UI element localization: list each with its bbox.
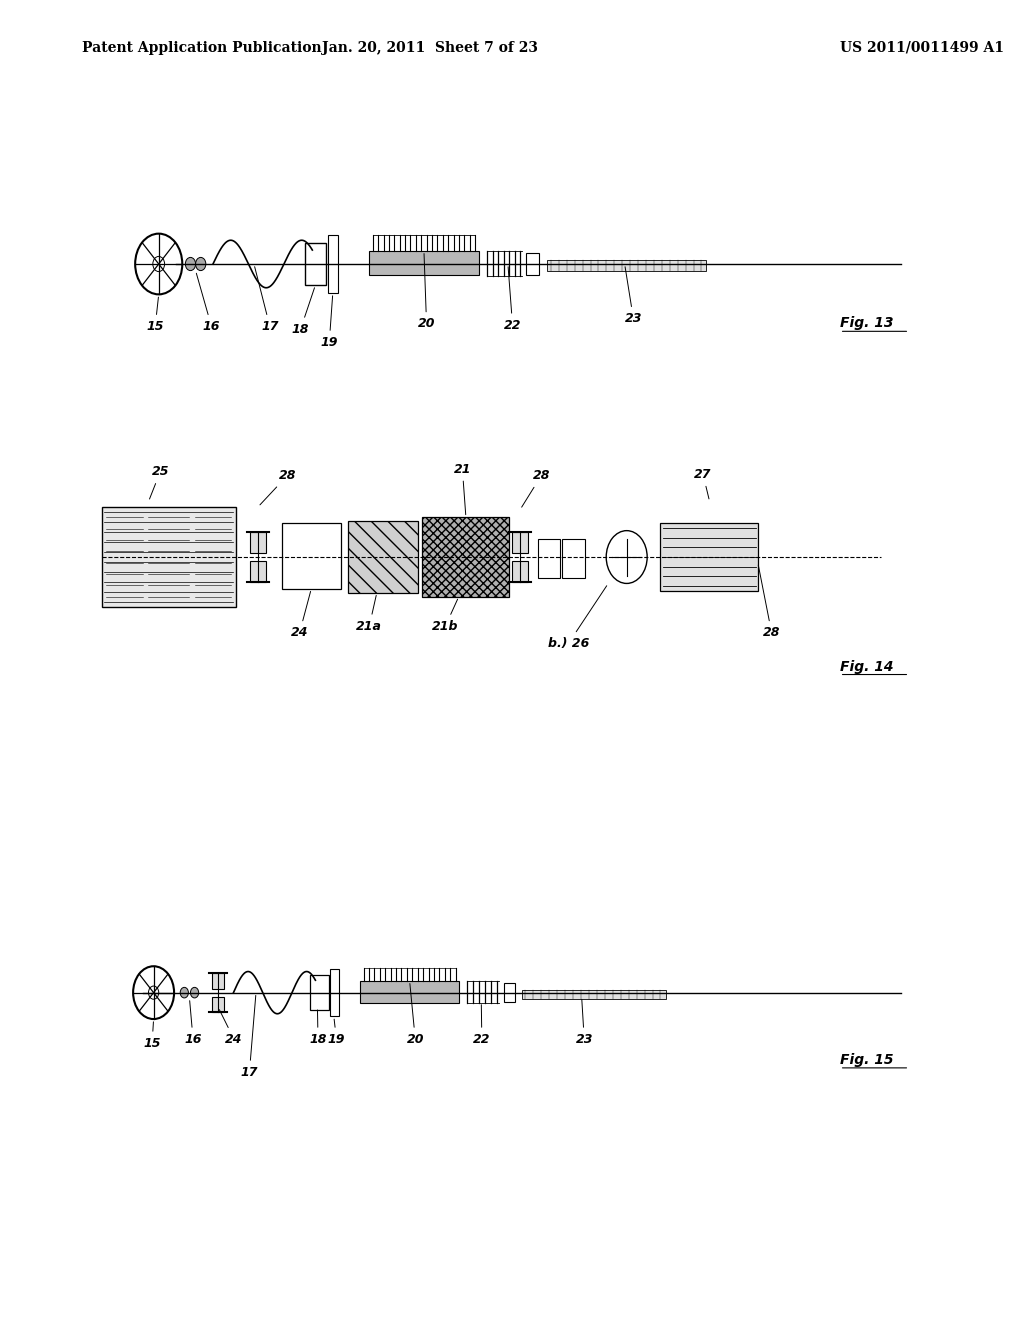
Text: b.) 26: b.) 26 bbox=[548, 586, 607, 649]
Text: 15: 15 bbox=[146, 297, 164, 333]
Bar bbox=[422, 517, 509, 597]
Text: 16: 16 bbox=[197, 273, 220, 333]
Text: Fig. 14: Fig. 14 bbox=[840, 660, 893, 673]
Text: 21a: 21a bbox=[356, 595, 382, 632]
Text: 16: 16 bbox=[184, 1001, 202, 1045]
Bar bbox=[282, 523, 341, 589]
Bar bbox=[547, 260, 706, 271]
Text: 18: 18 bbox=[292, 288, 314, 335]
Bar bbox=[328, 235, 338, 293]
Text: 17: 17 bbox=[255, 267, 279, 333]
Bar bbox=[250, 561, 266, 582]
Text: 27: 27 bbox=[694, 467, 712, 499]
Text: Jan. 20, 2011  Sheet 7 of 23: Jan. 20, 2011 Sheet 7 of 23 bbox=[323, 41, 538, 54]
Bar bbox=[512, 532, 528, 553]
Bar bbox=[305, 243, 326, 285]
Text: US 2011/0011499 A1: US 2011/0011499 A1 bbox=[840, 41, 1004, 54]
Text: 24: 24 bbox=[291, 591, 310, 639]
Text: 17: 17 bbox=[241, 995, 258, 1078]
Bar bbox=[538, 539, 560, 578]
Text: 25: 25 bbox=[150, 465, 169, 499]
Text: 28: 28 bbox=[260, 469, 296, 504]
Bar bbox=[660, 523, 758, 591]
Circle shape bbox=[196, 257, 206, 271]
Text: Fig. 15: Fig. 15 bbox=[840, 1053, 893, 1067]
Bar bbox=[562, 539, 585, 578]
Text: 20: 20 bbox=[418, 253, 435, 330]
Bar bbox=[212, 997, 224, 1012]
Bar bbox=[526, 253, 539, 275]
Bar bbox=[369, 251, 479, 275]
Bar bbox=[360, 981, 459, 1003]
Text: 19: 19 bbox=[328, 1019, 345, 1045]
Bar bbox=[102, 507, 236, 607]
Text: 22: 22 bbox=[473, 1005, 490, 1045]
Text: 22: 22 bbox=[504, 267, 521, 331]
Text: 21: 21 bbox=[454, 462, 471, 515]
Text: 23: 23 bbox=[575, 999, 593, 1045]
Text: 28: 28 bbox=[521, 469, 550, 507]
Text: 20: 20 bbox=[407, 983, 424, 1045]
Bar bbox=[522, 990, 666, 999]
Bar bbox=[212, 973, 224, 989]
Bar bbox=[330, 969, 339, 1016]
Text: 21b: 21b bbox=[432, 599, 459, 632]
Circle shape bbox=[180, 987, 188, 998]
Circle shape bbox=[190, 987, 199, 998]
Text: 15: 15 bbox=[143, 1022, 161, 1049]
Bar bbox=[504, 983, 515, 1002]
Text: 23: 23 bbox=[625, 267, 642, 325]
Text: Fig. 13: Fig. 13 bbox=[840, 317, 893, 330]
Circle shape bbox=[185, 257, 196, 271]
Text: Patent Application Publication: Patent Application Publication bbox=[82, 41, 322, 54]
Text: 28: 28 bbox=[759, 565, 780, 639]
Bar bbox=[348, 521, 418, 593]
Bar bbox=[512, 561, 528, 582]
Text: 19: 19 bbox=[321, 296, 338, 348]
Bar bbox=[310, 975, 329, 1010]
Bar bbox=[250, 532, 266, 553]
Text: 24: 24 bbox=[219, 1010, 243, 1045]
Text: 18: 18 bbox=[309, 1010, 327, 1045]
